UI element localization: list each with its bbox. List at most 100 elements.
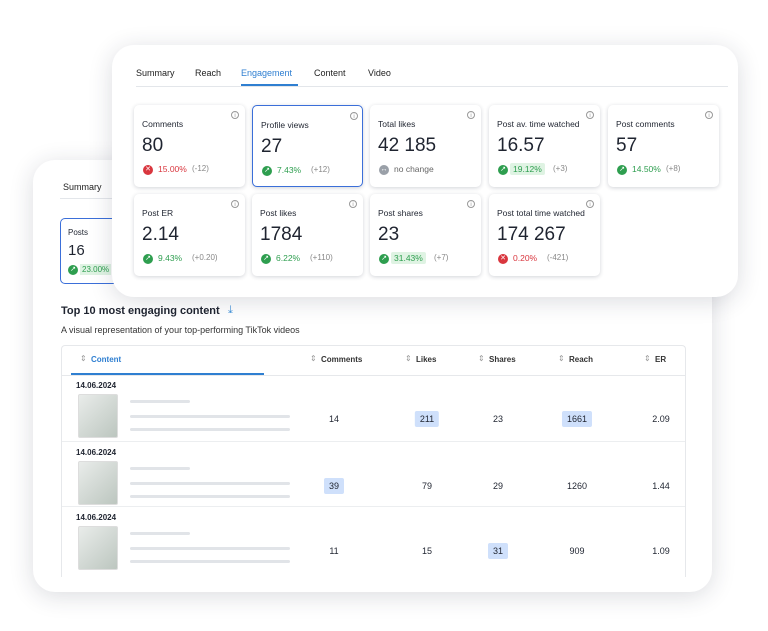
metric-card[interactable]: Comments i 80 ✕ 15.00% (-12)	[134, 105, 245, 187]
cell-value: 29	[492, 481, 504, 491]
column-header[interactable]: Reach	[569, 355, 594, 364]
column-header[interactable]: Comments	[321, 355, 363, 364]
metric-value: 1784	[260, 224, 303, 245]
metric-value: 80	[142, 135, 164, 156]
info-icon: i	[586, 200, 594, 208]
row-date: 14.06.2024	[76, 448, 117, 457]
placeholder-line	[130, 467, 190, 470]
placeholder-line	[130, 560, 290, 563]
metric-card[interactable]: Post av. time watched i 16.57 ↗ 19.12% (+3)	[489, 105, 600, 187]
metric-card[interactable]: Post comments i 57 ↗ 14.50% (+8)	[608, 105, 719, 187]
cell-value: 1.09	[652, 546, 670, 556]
thumbnail	[78, 394, 118, 438]
metric-value: 23	[378, 224, 400, 245]
row-line	[62, 506, 685, 507]
metric-label: Post total time watched	[497, 208, 585, 218]
cell-value: 14	[328, 414, 340, 424]
cell-value: 39	[323, 478, 345, 494]
placeholder-line	[130, 482, 290, 485]
info-icon: i	[231, 111, 239, 119]
metric-value: 16	[68, 242, 85, 259]
thumbnail	[78, 461, 118, 505]
metric-label: Posts	[68, 228, 89, 237]
info-icon: i	[586, 111, 594, 119]
header-line	[62, 375, 685, 376]
metric-change: 9.43%	[158, 253, 183, 263]
trend-icon: ✕	[143, 165, 153, 175]
metric-value: 2.14	[142, 224, 179, 245]
sort-icon: ⇕	[644, 354, 651, 363]
metric-card[interactable]: Post total time watched i 174 267 ✕ 0.20% (-4…	[489, 194, 600, 276]
metric-change: no change	[394, 164, 434, 174]
metric-card[interactable]: Post ER i 2.14 ↗ 9.43% (+0.20)	[134, 194, 245, 276]
section-subtitle: A visual representation of your top-perf…	[61, 325, 300, 335]
tab[interactable]: Summary	[63, 182, 102, 192]
download-icon[interactable]: ⤓	[228, 304, 233, 316]
metric-card[interactable]: Post shares i 23 ↗ 31.43% (+7)	[370, 194, 481, 276]
metric-change: 31.43%	[391, 252, 426, 264]
tab-line	[60, 198, 120, 199]
trend-icon: ↗	[617, 165, 627, 175]
sort-icon: ⇕	[558, 354, 565, 363]
metric-label: Total likes	[378, 119, 416, 129]
metric-label: Post likes	[260, 208, 297, 218]
trend-icon: ↗	[68, 265, 78, 275]
placeholder-line	[130, 428, 290, 431]
placeholder-line	[130, 532, 190, 535]
metric-delta: (+7)	[434, 253, 449, 262]
metric-label: Comments	[142, 119, 184, 129]
metric-value: 27	[261, 136, 283, 157]
sort-icon: ⇕	[478, 354, 485, 363]
metric-change: 14.50%	[632, 164, 661, 174]
tab[interactable]: Content	[314, 68, 346, 78]
metric-label: Post ER	[142, 208, 174, 218]
cell-value: 1661	[561, 411, 593, 427]
column-header[interactable]: Likes	[416, 355, 437, 364]
cell-value: 15	[421, 546, 433, 556]
placeholder-line	[130, 547, 290, 550]
row-line	[62, 441, 685, 442]
table: Content ⇕ Comments ⇕ Likes ⇕ Shares ⇕ Reach ⇕ ER ⇕ 1…	[61, 345, 686, 577]
column-header[interactable]: ER	[655, 355, 667, 364]
metric-card[interactable]: Post likes i 1784 ↗ 6.22% (+110)	[252, 194, 363, 276]
trend-icon: ↗	[262, 166, 272, 176]
column-header[interactable]: Shares	[489, 355, 516, 364]
trend-icon: ✕	[498, 254, 508, 264]
tab[interactable]: Summary	[136, 68, 175, 78]
placeholder-line	[130, 400, 190, 403]
metric-delta: (+110)	[310, 253, 333, 262]
metric-value: 42 185	[378, 135, 437, 156]
metric-change: 0.20%	[513, 253, 538, 263]
trend-icon: ↗	[498, 165, 508, 175]
front-panel: Summary Reach Engagement Content Video Commen…	[112, 45, 738, 297]
metric-delta: (-12)	[192, 164, 209, 173]
tab[interactable]: Reach	[195, 68, 222, 78]
column-header[interactable]: Content	[91, 355, 122, 364]
sort-icon: ⇕	[405, 354, 412, 363]
metric-card[interactable]: Profile views i 27 ↗ 7.43% (+12)	[252, 105, 363, 187]
metric-value: 16.57	[497, 135, 545, 156]
tab[interactable]: Video	[368, 68, 391, 78]
metric-label: Post comments	[616, 119, 675, 129]
metric-card[interactable]: Total likes i 42 185 ↔ no change	[370, 105, 481, 187]
cell-value: 2.09	[652, 414, 670, 424]
metric-delta: (+12)	[311, 165, 330, 174]
metric-change: 6.22%	[276, 253, 301, 263]
metric-label: Post av. time watched	[497, 119, 580, 129]
tab[interactable]: Engagement	[241, 68, 293, 78]
placeholder-line	[130, 495, 290, 498]
trend-icon: ↔	[379, 165, 389, 175]
metric-delta: (+0.20)	[192, 253, 218, 262]
placeholder-line	[130, 415, 290, 418]
cell-value: 79	[421, 481, 433, 491]
cell-value: 909	[569, 546, 585, 556]
metric-change: 23.00%	[80, 264, 112, 275]
metric-change: 15.00%	[158, 164, 187, 174]
tab-line	[136, 86, 728, 87]
cell-value: 31	[487, 543, 509, 559]
sort-icon: ⇕	[80, 354, 87, 363]
metric-label: Post shares	[378, 208, 423, 218]
metric-delta: (-421)	[547, 253, 569, 262]
metric-change: 19.12%	[510, 163, 545, 175]
